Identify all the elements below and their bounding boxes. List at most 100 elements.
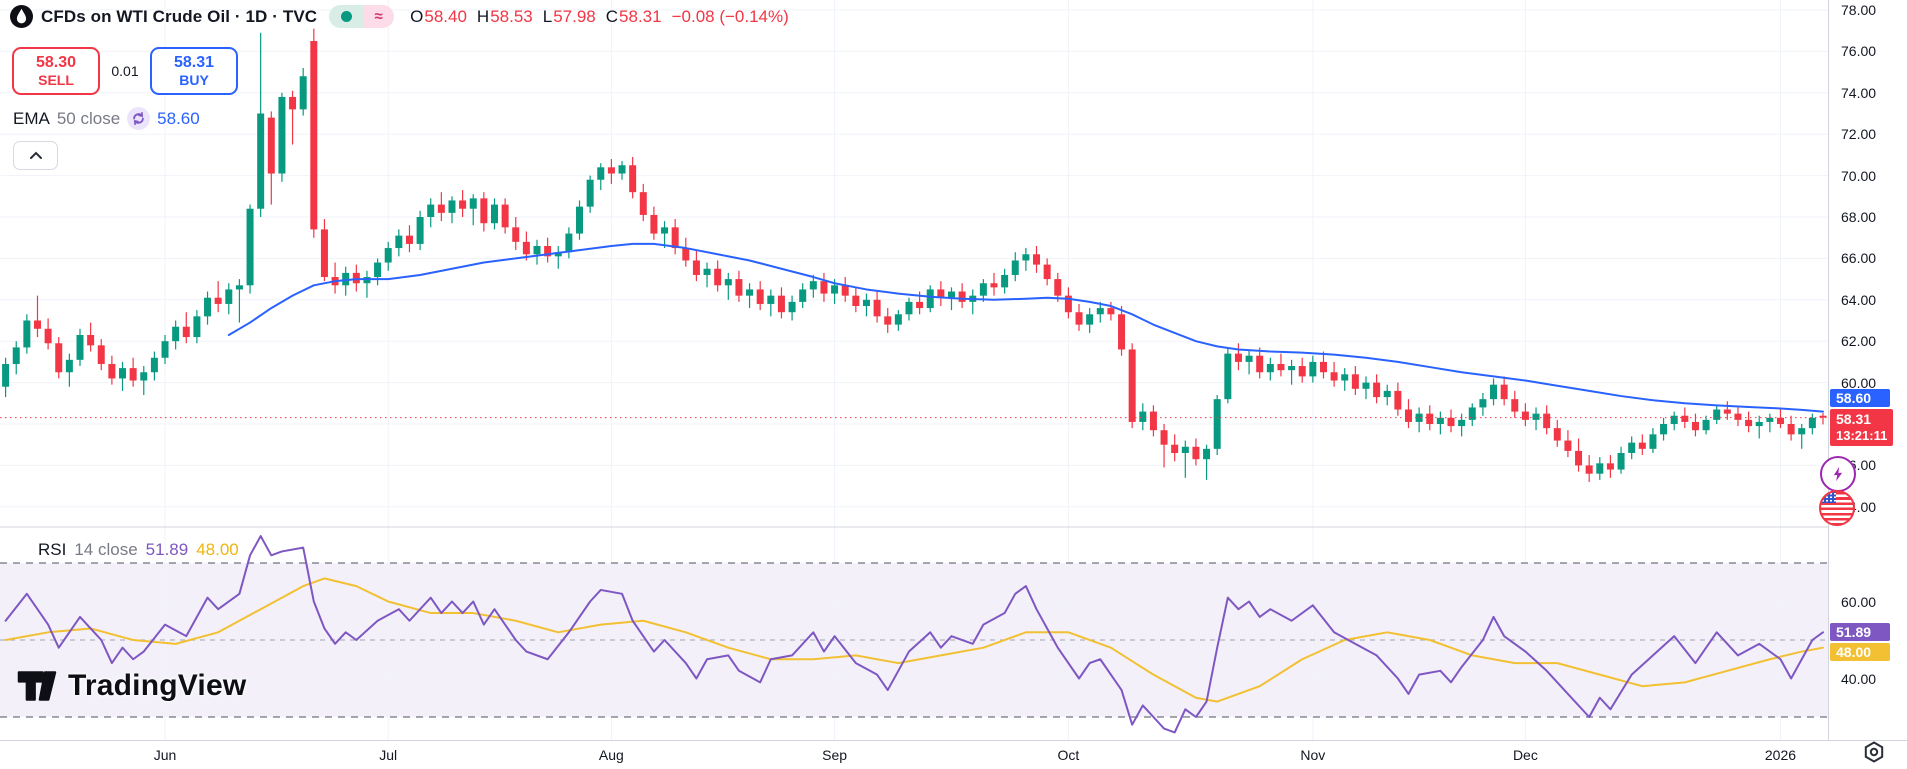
candle[interactable] xyxy=(65,359,73,373)
candle[interactable] xyxy=(1468,407,1476,420)
candle[interactable] xyxy=(512,227,520,242)
candle[interactable] xyxy=(1649,434,1657,449)
candle[interactable] xyxy=(257,113,265,209)
candle[interactable] xyxy=(1723,409,1731,414)
candle[interactable] xyxy=(1245,355,1253,362)
candle[interactable] xyxy=(1713,409,1721,420)
candle[interactable] xyxy=(958,291,966,302)
candle[interactable] xyxy=(862,299,870,307)
candle[interactable] xyxy=(597,167,605,180)
instant-trading-icon[interactable] xyxy=(1820,456,1856,492)
candle[interactable] xyxy=(831,285,839,294)
collapse-legend-button[interactable] xyxy=(13,141,58,170)
candle[interactable] xyxy=(1277,363,1285,371)
candle[interactable] xyxy=(320,229,328,278)
candle[interactable] xyxy=(671,227,679,249)
candle[interactable] xyxy=(342,272,350,286)
candle[interactable] xyxy=(1553,428,1561,441)
candle[interactable] xyxy=(1585,465,1593,474)
candle[interactable] xyxy=(522,241,530,255)
candle[interactable] xyxy=(204,297,212,317)
candle[interactable] xyxy=(799,289,807,302)
candle[interactable] xyxy=(682,248,690,261)
candle[interactable] xyxy=(1543,413,1551,429)
candle[interactable] xyxy=(1033,254,1041,265)
candle[interactable] xyxy=(692,260,700,275)
candle[interactable] xyxy=(1766,417,1774,422)
candle[interactable] xyxy=(1288,366,1296,371)
candle[interactable] xyxy=(1745,419,1753,427)
time-axis[interactable]: Jun Jul Aug Sep Oct Nov Dec 2026 xyxy=(0,740,1907,769)
candle[interactable] xyxy=(480,198,488,224)
candle[interactable] xyxy=(172,326,180,342)
candle[interactable] xyxy=(129,368,137,381)
market-status-pill[interactable]: ≈ xyxy=(329,5,395,28)
candle[interactable] xyxy=(926,289,934,309)
candle[interactable] xyxy=(214,297,222,304)
candle[interactable] xyxy=(639,192,647,215)
candle[interactable] xyxy=(1479,399,1487,408)
candle[interactable] xyxy=(809,281,817,290)
candle[interactable] xyxy=(1660,424,1668,435)
candle[interactable] xyxy=(1734,413,1742,420)
candle[interactable] xyxy=(108,363,116,379)
candle[interactable] xyxy=(1096,308,1104,315)
candle[interactable] xyxy=(576,206,584,234)
candle[interactable] xyxy=(12,347,20,364)
candle[interactable] xyxy=(1521,411,1529,420)
candle[interactable] xyxy=(1128,349,1136,422)
candle[interactable] xyxy=(1011,260,1019,275)
candle[interactable] xyxy=(1054,279,1062,296)
candle[interactable] xyxy=(225,289,233,304)
candle[interactable] xyxy=(193,316,201,338)
candle[interactable] xyxy=(788,301,796,313)
candle[interactable] xyxy=(990,283,998,288)
candle[interactable] xyxy=(724,279,732,286)
candle[interactable] xyxy=(1319,361,1327,373)
candle[interactable] xyxy=(352,272,360,284)
candle[interactable] xyxy=(1458,419,1466,427)
candle[interactable] xyxy=(1681,415,1689,422)
candle[interactable] xyxy=(384,248,392,263)
candle[interactable] xyxy=(1776,417,1784,424)
candle[interactable] xyxy=(161,341,169,358)
candle[interactable] xyxy=(1171,444,1179,453)
candle[interactable] xyxy=(756,289,764,304)
candle[interactable] xyxy=(554,252,562,257)
candle[interactable] xyxy=(1691,421,1699,431)
candle[interactable] xyxy=(459,200,467,209)
buy-button[interactable]: 58.31 BUY xyxy=(150,47,238,95)
candle[interactable] xyxy=(703,268,711,275)
candle[interactable] xyxy=(33,320,41,329)
candle[interactable] xyxy=(767,295,775,304)
candle[interactable] xyxy=(1330,372,1338,381)
chart-settings-button[interactable] xyxy=(1861,739,1887,765)
candle[interactable] xyxy=(1298,366,1306,377)
candle[interactable] xyxy=(490,204,498,224)
candle[interactable] xyxy=(735,279,743,296)
candle[interactable] xyxy=(1787,424,1795,435)
candle[interactable] xyxy=(1213,399,1221,449)
candle[interactable] xyxy=(1447,417,1455,427)
candle[interactable] xyxy=(1362,382,1370,389)
candle[interactable] xyxy=(87,334,95,346)
candle[interactable] xyxy=(1149,411,1157,431)
candle[interactable] xyxy=(1617,452,1625,470)
candle[interactable] xyxy=(1022,254,1030,261)
candle[interactable] xyxy=(1606,463,1614,470)
candle[interactable] xyxy=(1415,413,1423,422)
candle[interactable] xyxy=(873,299,881,317)
candle[interactable] xyxy=(310,41,318,230)
candle[interactable] xyxy=(1755,421,1763,427)
candle[interactable] xyxy=(894,314,902,325)
candle[interactable] xyxy=(916,301,924,309)
candle[interactable] xyxy=(1118,314,1126,350)
symbol-title[interactable]: CFDs on WTI Crude Oil · 1D · TVC xyxy=(41,6,318,26)
candle[interactable] xyxy=(1638,442,1646,449)
candle[interactable] xyxy=(267,117,275,174)
candle[interactable] xyxy=(289,96,297,110)
candle[interactable] xyxy=(44,328,52,344)
candle[interactable] xyxy=(852,295,860,307)
candle[interactable] xyxy=(1670,415,1678,424)
candle[interactable] xyxy=(884,316,892,325)
